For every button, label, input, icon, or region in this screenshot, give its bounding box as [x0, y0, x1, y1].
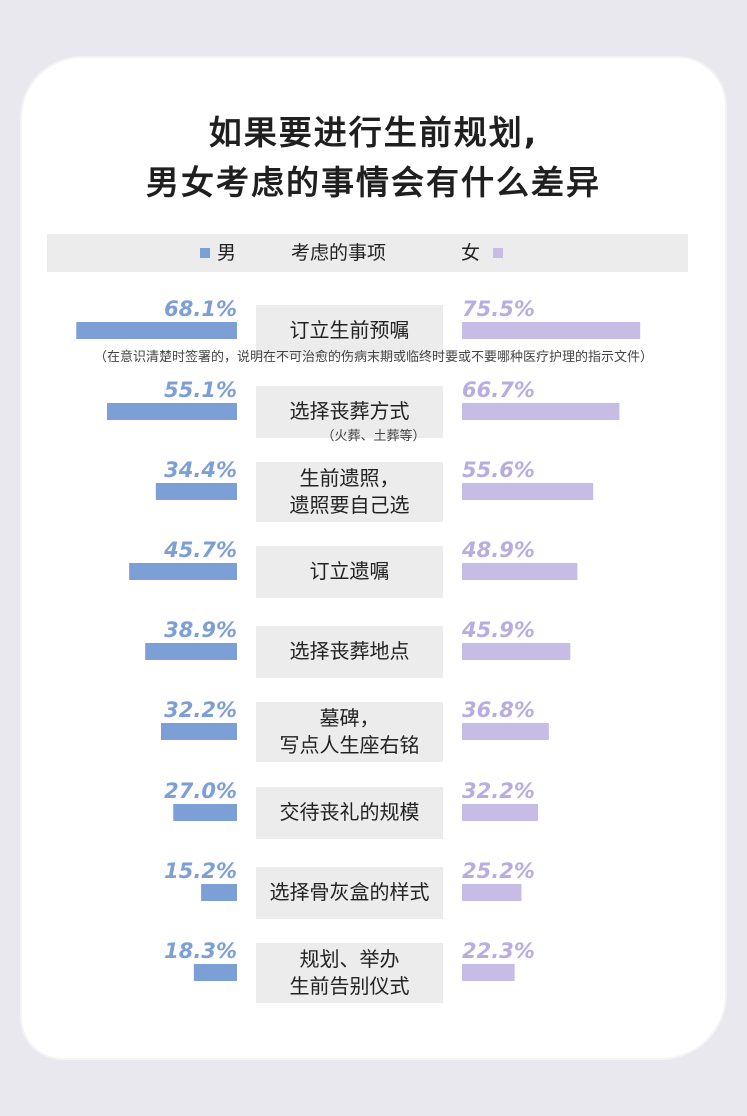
male-bar: [145, 643, 237, 660]
category-label-line: 选择骨灰盒的样式: [269, 880, 430, 904]
male-value-label: 18.3%: [164, 939, 237, 963]
female-bar: [462, 643, 571, 660]
category-label: 订立遗嘱: [256, 545, 443, 598]
male-legend-label: 男: [217, 242, 237, 264]
female-value-label: 45.9%: [461, 618, 535, 642]
female-value-label: 25.2%: [462, 859, 535, 883]
category-label-line: 订立遗嘱: [309, 559, 390, 583]
male-bar: [173, 804, 237, 821]
category-label-line: 遗照要自己选: [289, 492, 410, 517]
category-label-line: 订立生前预嘱: [289, 318, 410, 342]
male-bar: [193, 964, 237, 981]
category-label-line: 生前遗照，: [299, 465, 400, 490]
male-value-label: 38.9%: [164, 618, 237, 642]
female-value-label: 55.6%: [462, 458, 535, 482]
female-value-label: 32.2%: [462, 779, 535, 803]
male-value-label: 32.2%: [164, 698, 237, 722]
female-legend-swatch: [493, 248, 503, 258]
note-living-will: （在意识清楚时签署的，说明在不可治愈的伤病末期或临终时要或不要哪种医疗护理的指示…: [93, 350, 653, 365]
female-legend-label: 女: [461, 242, 481, 264]
male-value-label: 55.1%: [164, 378, 237, 402]
category-label-line: 选择丧葬方式: [289, 399, 410, 423]
female-value-label: 48.9%: [461, 538, 535, 562]
female-bar: [462, 483, 594, 500]
female-bar: [462, 723, 549, 740]
chart-title: 如果要进行生前规划, 男女考虑的事情会有什么差异: [0, 108, 747, 208]
category-label-line: 生前告别仪式: [289, 973, 410, 998]
female-value-label: 22.3%: [462, 939, 535, 963]
male-value-label: 45.7%: [163, 538, 237, 562]
category-label: 选择丧葬地点: [256, 625, 443, 678]
title-line-1: 如果要进行生前规划,: [208, 113, 539, 152]
male-value-label: 68.1%: [164, 297, 237, 321]
male-value-label: 15.2%: [164, 859, 237, 883]
category-label-line: 墓碑，: [319, 705, 380, 730]
column-header-items: 考虑的事项: [291, 242, 387, 264]
male-value-label: 34.4%: [164, 458, 237, 482]
category-label: 规划、举办 生前告别仪式: [256, 942, 443, 1003]
male-value-label: 27.0%: [164, 779, 237, 803]
male-bar: [161, 723, 237, 740]
category-label: 选择骨灰盒的样式: [256, 866, 443, 919]
female-bar: [462, 804, 538, 821]
category-label: 墓碑， 写点人生座右铭: [256, 701, 443, 762]
male-bar: [129, 563, 237, 580]
female-bar: [462, 403, 620, 420]
category-label-line: 规划、举办: [299, 946, 400, 971]
female-bar: [462, 322, 641, 339]
female-value-label: 66.7%: [462, 378, 535, 402]
female-bar: [462, 964, 515, 981]
category-label: 选择丧葬方式: [256, 385, 443, 438]
category-label-line: 交待丧礼的规模: [279, 800, 420, 824]
male-bar: [76, 322, 237, 339]
female-value-label: 75.5%: [462, 297, 535, 321]
male-bar: [155, 483, 237, 500]
category-label-line: 选择丧葬地点: [289, 639, 410, 663]
note-funeral-type: （火葬、土葬等）: [321, 429, 426, 444]
category-label: 交待丧礼的规模: [256, 786, 443, 839]
male-bar: [106, 403, 238, 420]
female-value-label: 36.8%: [462, 698, 535, 722]
male-bar: [201, 884, 237, 901]
category-label: 生前遗照， 遗照要自己选: [256, 461, 443, 522]
legend-header: 男 考虑的事项 女: [47, 234, 688, 272]
category-label: 订立生前预嘱: [256, 304, 443, 357]
female-bar: [462, 563, 578, 580]
male-legend-swatch: [200, 248, 210, 258]
category-label-line: 写点人生座右铭: [279, 732, 420, 757]
female-bar: [462, 884, 522, 901]
title-line-2: 男女考虑的事情会有什么差异: [146, 163, 601, 202]
